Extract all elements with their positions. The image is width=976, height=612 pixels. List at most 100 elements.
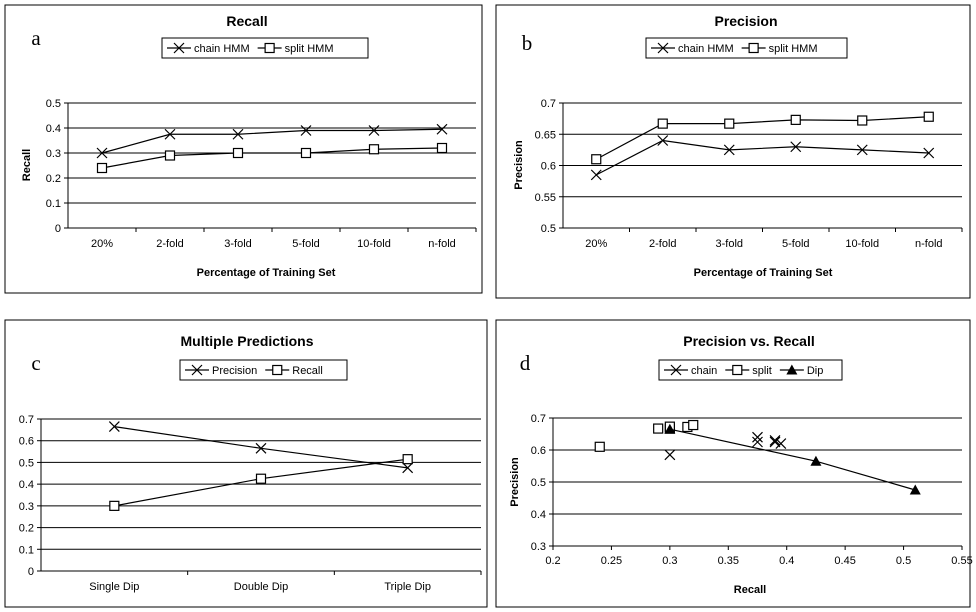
series-line — [595, 116, 929, 160]
y-tick-label: 0.4 — [46, 123, 61, 135]
y-tick-label: 0.5 — [19, 457, 34, 469]
legend-item: Precision — [185, 364, 257, 377]
legend-marker — [732, 364, 743, 376]
data-point — [232, 128, 244, 140]
data-point — [857, 115, 868, 126]
y-tick-label: 0.7 — [541, 98, 556, 110]
data-point — [790, 114, 801, 125]
legend-label: Recall — [292, 365, 323, 377]
x-tick-label: 0.3 — [662, 555, 677, 567]
data-point — [810, 455, 822, 466]
x-tick-label: 0.35 — [718, 555, 739, 567]
data-point — [368, 144, 380, 155]
legend-marker — [272, 364, 283, 376]
y-tick-label: 0.7 — [531, 413, 546, 425]
data-point — [724, 118, 735, 129]
series-chain-hmm — [96, 123, 448, 159]
legend-marker — [748, 42, 759, 54]
data-point — [594, 441, 605, 452]
y-tick-label: 0.55 — [535, 192, 556, 204]
y-tick-label: 0 — [28, 566, 34, 578]
data-point — [164, 128, 176, 140]
legend: chain HMM split HMM — [645, 37, 848, 59]
y-tick-label: 0.5 — [46, 98, 61, 110]
data-point — [164, 150, 176, 161]
data-point — [255, 473, 267, 484]
legend-marker — [191, 364, 203, 376]
data-point — [108, 421, 120, 433]
x-tick-label: n-fold — [428, 238, 456, 250]
y-tick-label: 0.3 — [46, 148, 61, 160]
data-point — [769, 434, 781, 446]
x-tick-label: Single Dip — [89, 581, 139, 593]
data-point — [590, 169, 602, 181]
y-tick-label: 0.6 — [541, 161, 556, 173]
legend-item: chain HMM — [651, 42, 734, 55]
x-tick-label: 3-fold — [224, 238, 252, 250]
chart-panel-c: c Multiple Predictions 0 0.1 0.2 0.3 0.4 0.5 0.6… — [4, 319, 488, 608]
legend-marker — [786, 364, 798, 375]
data-point — [436, 142, 448, 154]
x-axis-label: Percentage of Training Set — [197, 267, 336, 279]
legend: chain HMM split HMM — [161, 37, 369, 59]
x-tick-label: 0.55 — [951, 555, 972, 567]
x-tick-label: 2-fold — [649, 238, 677, 250]
legend-item: split — [725, 364, 772, 377]
x-tick-label: 10-fold — [845, 238, 879, 250]
panel-letter: c — [31, 351, 40, 375]
series-dip — [664, 423, 921, 495]
legend-label: Precision — [212, 365, 257, 377]
data-point — [591, 154, 602, 165]
chart-panel-a: a Recall 0 0.1 0.2 0.3 0.4 0.5 20% 2-fold 3-fold 5-… — [4, 4, 483, 294]
y-tick-label: 0.65 — [535, 129, 556, 141]
legend-label: Dip — [807, 365, 824, 377]
x-axis-label: Recall — [734, 584, 766, 596]
legend-label: split — [752, 365, 772, 377]
data-point — [752, 431, 763, 443]
y-axis-label: Precision — [509, 457, 521, 507]
legend-item: split HMM — [741, 42, 818, 55]
data-point — [402, 454, 413, 465]
y-tick-label: 0.2 — [19, 523, 34, 535]
legend-item: chain — [664, 364, 717, 377]
legend-label: split HMM — [285, 43, 334, 55]
y-tick-label: 0.4 — [19, 479, 34, 491]
data-point — [402, 462, 414, 474]
x-tick-label: 3-fold — [715, 238, 743, 250]
legend-marker — [670, 364, 682, 376]
y-tick-label: 0.2 — [46, 173, 61, 185]
data-point — [775, 438, 787, 450]
series-line — [101, 147, 443, 169]
data-point — [657, 135, 669, 146]
series-recall — [109, 454, 413, 511]
data-point — [688, 419, 699, 431]
data-point — [664, 449, 676, 461]
y-tick-label: 0.4 — [531, 509, 546, 521]
y-tick-label: 0.7 — [19, 414, 34, 426]
series-line — [101, 128, 443, 154]
legend-label: chain HMM — [194, 43, 250, 55]
y-tick-label: 0.3 — [531, 541, 546, 553]
data-point — [657, 118, 668, 129]
x-tick-label: 0.45 — [834, 555, 855, 567]
data-point — [664, 423, 676, 434]
data-point — [96, 162, 108, 174]
panel-letter: d — [520, 351, 531, 375]
legend-item: Dip — [779, 364, 824, 377]
chart-title: Recall — [226, 13, 267, 29]
legend-label: split HMM — [769, 43, 818, 55]
data-point — [723, 144, 735, 156]
legend-item: Recall — [265, 364, 323, 377]
data-point — [752, 436, 763, 448]
legend-label: chain — [691, 365, 717, 377]
legend-marker — [173, 42, 185, 54]
series-chain-hmm — [590, 135, 935, 181]
x-tick-label: Double Dip — [234, 581, 288, 593]
data-point — [436, 123, 448, 135]
data-point — [300, 125, 312, 136]
legend-box — [179, 359, 348, 381]
chart-title: Precision vs. Recall — [683, 333, 815, 349]
data-point — [300, 147, 312, 159]
x-tick-label: n-fold — [915, 238, 943, 250]
legend-marker — [657, 42, 669, 54]
